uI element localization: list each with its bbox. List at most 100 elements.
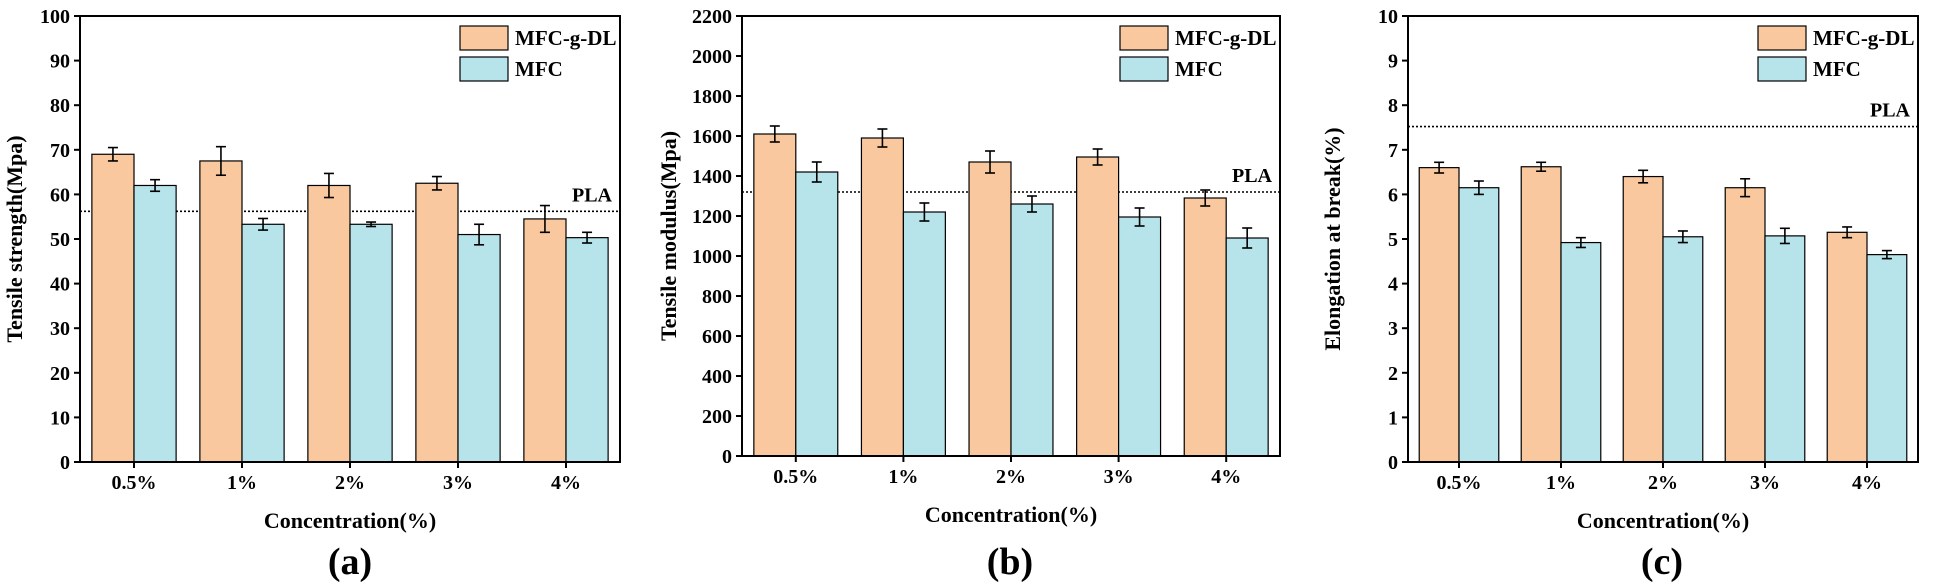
bar-mfc [1662, 236, 1704, 463]
legend-swatch-mfc-g-dl [459, 25, 509, 51]
legend-swatch-mfc-g-dl [1119, 25, 1169, 51]
bar-mfc-g-dl [1826, 231, 1868, 463]
y-tick-label: 800 [702, 286, 732, 308]
y-tick-label: 9 [1388, 51, 1398, 73]
legend-label-mfc: MFC [1175, 57, 1223, 81]
reference-line-label: PLA [572, 184, 613, 206]
bar-mfc [902, 211, 946, 457]
legend-swatch-mfc [1119, 56, 1169, 82]
bar-mfc [349, 223, 393, 463]
y-tick-label: 8 [1388, 95, 1398, 117]
panel-label: (b) [987, 541, 1033, 583]
x-tick-label: 4% [551, 472, 581, 494]
bar-mfc [1117, 216, 1162, 457]
bar-mfc [1010, 203, 1054, 457]
bar-mfc-g-dl [1418, 167, 1460, 463]
y-tick-label: 4 [1388, 274, 1398, 296]
legend-swatch-mfc-g-dl [1757, 25, 1807, 51]
legend-swatch-mfc [1757, 56, 1807, 82]
y-tick-label: 1600 [692, 126, 732, 148]
y-tick-label: 1200 [692, 206, 732, 228]
x-tick-label: 1% [227, 472, 257, 494]
y-axis-label: Tensile strength(Mpa) [2, 135, 27, 342]
bar-mfc-g-dl [1183, 197, 1227, 457]
chart-panel-a: 0 10 20 30 40 50 60 70 80 90 100 PLA 0.5% 1% 2% 3% 4% MFC… [2, 6, 621, 583]
y-tick-label: 10 [1378, 6, 1398, 28]
y-tick-label: 600 [702, 326, 732, 348]
y-tick-label: 200 [702, 406, 732, 428]
y-tick-label: 2000 [692, 46, 732, 68]
y-axis-label: Tensile modulus(Mpa) [656, 131, 681, 341]
bar-mfc-g-dl [523, 218, 567, 463]
x-tick-label: 2% [1648, 472, 1678, 494]
bar-mfc [1225, 237, 1269, 457]
bar-mfc-g-dl [91, 153, 135, 463]
plot-frame [1407, 15, 1919, 463]
bar-mfc-g-dl [753, 133, 797, 457]
y-tick-label: 2 [1388, 363, 1398, 385]
y-tick-label: 30 [50, 318, 70, 340]
legend-label-mfc-g-dl: MFC-g-DL [1813, 26, 1914, 50]
y-axis-label: Elongation at break(%) [1320, 127, 1345, 350]
bar-mfc [1458, 187, 1500, 463]
y-tick-label: 20 [50, 363, 70, 385]
legend-swatch-mfc [459, 56, 509, 82]
y-tick-label: 5 [1388, 229, 1398, 251]
y-tick-label: 0 [60, 452, 70, 474]
x-axis-label: Concentration(%) [925, 502, 1097, 527]
bar-mfc [795, 171, 839, 457]
bar-mfc-g-dl [968, 161, 1012, 457]
reference-line-label: PLA [1232, 165, 1273, 187]
legend-label-mfc: MFC [515, 57, 563, 81]
y-tick-label: 2200 [692, 6, 732, 28]
x-tick-label: 3% [1750, 472, 1780, 494]
bar-mfc [1560, 241, 1602, 463]
y-tick-label: 40 [50, 274, 70, 296]
y-tick-label: 6 [1388, 184, 1398, 206]
bar-mfc-g-dl [199, 160, 243, 463]
bar-mfc-g-dl [1520, 166, 1562, 463]
panel-label: (a) [328, 541, 372, 583]
bar-mfc-g-dl [307, 184, 351, 463]
plot-frame [79, 15, 621, 463]
x-tick-label: 0.5% [112, 472, 157, 494]
bar-mfc [241, 223, 285, 463]
legend-label-mfc-g-dl: MFC-g-DL [515, 26, 616, 50]
y-tick-label: 90 [50, 51, 70, 73]
bar-mfc [133, 184, 177, 463]
y-tick-label: 1000 [692, 246, 732, 268]
bar-mfc-g-dl [1076, 156, 1120, 457]
bar-mfc-g-dl [1724, 187, 1766, 463]
x-tick-label: 2% [996, 466, 1026, 488]
y-tick-label: 0 [1388, 452, 1398, 474]
panel-label: (c) [1641, 541, 1683, 583]
bar-mfc [1764, 235, 1806, 463]
reference-line-label: PLA [1870, 100, 1911, 122]
y-tick-label: 100 [40, 6, 70, 28]
x-tick-label: 3% [1104, 466, 1134, 488]
y-tick-label: 0 [722, 446, 732, 468]
y-tick-label: 7 [1388, 140, 1398, 162]
y-tick-label: 1800 [692, 86, 732, 108]
x-axis-label: Concentration(%) [1577, 508, 1749, 533]
y-tick-label: 400 [702, 366, 732, 388]
y-tick-label: 10 [50, 407, 70, 429]
chart-panel-b: 0 200 400 600 800 1000 1200 1400 1600 1800 2000 220… [656, 6, 1281, 583]
x-tick-label: 1% [1546, 472, 1576, 494]
x-tick-label: 3% [443, 472, 473, 494]
bar-mfc-g-dl [1622, 175, 1664, 463]
x-tick-label: 0.5% [1437, 472, 1482, 494]
x-tick-label: 4% [1852, 472, 1882, 494]
x-tick-label: 4% [1211, 466, 1241, 488]
y-tick-label: 60 [50, 184, 70, 206]
y-tick-label: 1 [1388, 407, 1398, 429]
bar-mfc-g-dl [415, 182, 459, 463]
y-tick-label: 1400 [692, 166, 732, 188]
x-tick-label: 0.5% [773, 466, 818, 488]
bar-mfc-g-dl [860, 137, 904, 457]
legend-label-mfc-g-dl: MFC-g-DL [1175, 26, 1276, 50]
x-tick-label: 1% [888, 466, 918, 488]
chart-panel-c: 0 1 2 3 4 5 6 7 8 9 10 PLA 0.5% 1% 2% 3% 4% MFC-g-DL MFC Co… [1320, 6, 1919, 583]
y-tick-label: 80 [50, 95, 70, 117]
